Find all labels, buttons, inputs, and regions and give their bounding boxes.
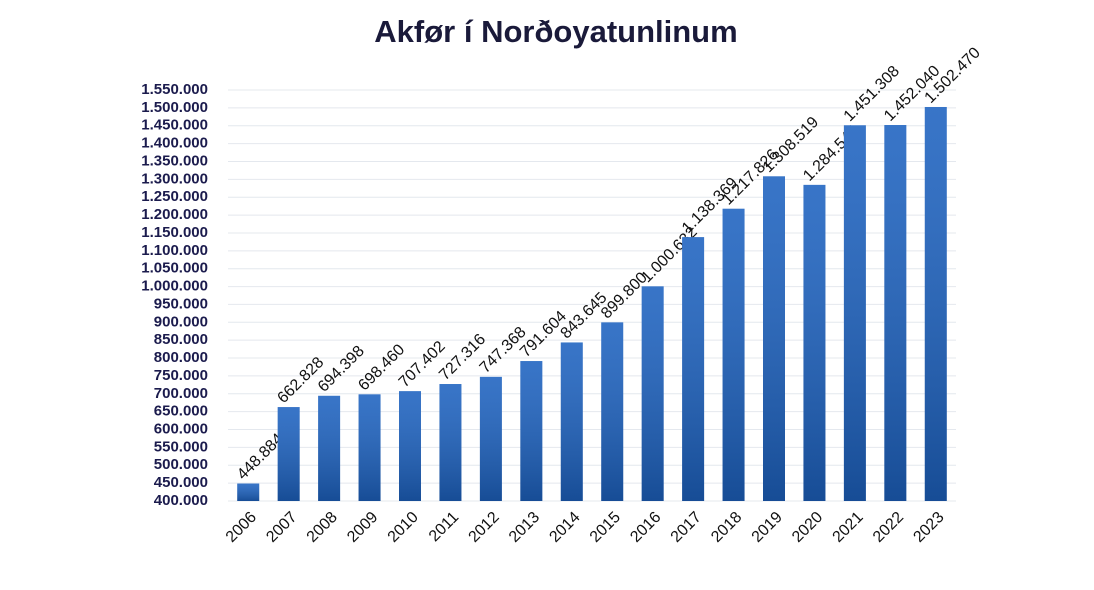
y-tick-label: 1.200.000 [141,206,208,223]
bar-shade [479,376,502,501]
x-tick-label: 2012 [466,509,503,546]
x-tick-label: 2021 [830,509,867,546]
y-tick-label: 600.000 [154,420,208,437]
value-label: 707.402 [396,338,449,391]
x-tick-label: 2017 [668,509,705,546]
bar-shade [763,176,785,501]
bar-shade [520,361,543,501]
x-tick-label: 2018 [708,509,745,546]
y-tick-label: 500.000 [154,456,208,473]
y-tick-label: 900.000 [154,313,208,330]
bar-shade [884,125,907,501]
y-tick-label: 800.000 [154,349,208,366]
y-tick-label: 450.000 [154,474,208,491]
x-tick-label: 2008 [304,509,341,546]
x-tick-label: 2007 [263,509,300,546]
y-tick-label: 550.000 [154,438,208,455]
bar-shade [277,407,300,501]
y-tick-label: 1.400.000 [141,135,208,152]
x-tick-label: 2006 [223,509,260,546]
x-tick-label: 2023 [910,509,947,546]
y-tick-label: 1.450.000 [141,117,208,134]
y-tick-label: 650.000 [154,403,208,420]
bar-shade [237,483,260,501]
x-tick-label: 2019 [749,509,786,546]
bar-shade [399,391,421,501]
bar-shade [924,106,947,501]
y-tick-label: 1.500.000 [141,99,208,116]
bar-shade [682,237,705,501]
x-tick-label: 2010 [385,509,422,546]
x-tick-label: 2013 [506,509,543,546]
y-tick-label: 700.000 [154,385,208,402]
bar-shade [560,342,583,501]
y-tick-label: 400.000 [154,492,208,509]
y-tick-label: 1.000.000 [141,278,208,295]
y-tick-label: 1.050.000 [141,260,208,277]
y-tick-label: 1.150.000 [141,224,208,241]
bar-shade [641,286,664,501]
value-label: 698.460 [355,341,408,394]
chart-title: Akfør í Norðoyatunlinum [374,14,737,49]
bar-shade [803,184,826,501]
x-tick-label: 2015 [587,509,624,546]
x-tick-label: 2016 [627,509,664,546]
y-tick-label: 1.100.000 [141,242,208,259]
y-tick-label: 1.250.000 [141,188,208,205]
x-tick-label: 2011 [426,509,462,545]
y-tick-label: 850.000 [154,331,208,348]
x-tick-label: 2020 [789,509,826,546]
x-tick-label: 2022 [870,509,907,546]
x-tick-label: 2009 [344,509,381,546]
y-tick-label: 1.300.000 [141,170,208,187]
bar-shade [843,125,866,501]
bar-shade [722,208,745,501]
bar-shade [318,395,341,501]
bar-shade [601,322,624,501]
y-tick-label: 1.550.000 [141,81,208,98]
bar-shade [358,394,381,501]
x-tick-label: 2014 [546,509,583,546]
bar-shade [439,384,462,501]
y-tick-label: 1.350.000 [141,152,208,169]
y-tick-label: 750.000 [154,367,208,384]
y-tick-label: 950.000 [154,295,208,312]
